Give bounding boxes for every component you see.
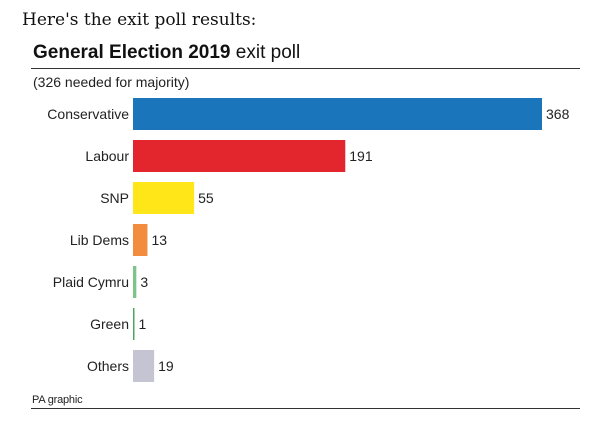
category-label: Green [90, 316, 129, 332]
source-credit: PA graphic [32, 394, 83, 406]
category-label: Lib Dems [70, 232, 129, 248]
category-label: Labour [85, 148, 129, 164]
value-label: 1 [139, 316, 147, 332]
bar-plaid-cymru [133, 266, 137, 298]
bar-lib-dems [133, 224, 148, 256]
category-label: Conservative [47, 106, 129, 122]
value-label: 19 [158, 358, 174, 374]
bar-others [133, 350, 155, 382]
value-label: 55 [198, 190, 214, 206]
value-label: 3 [140, 274, 148, 290]
chart-title-bold: General Election 2019 [33, 42, 231, 63]
bar-snp [133, 182, 195, 214]
category-label: Plaid Cymru [53, 274, 129, 290]
value-label: 191 [349, 148, 373, 164]
category-label: SNP [100, 190, 129, 206]
value-label: 368 [546, 106, 570, 122]
chart-title-rest: exit poll [230, 42, 301, 63]
bar-conservative [133, 98, 542, 130]
value-label: 13 [151, 232, 167, 248]
bar-labour [133, 140, 346, 172]
bar-green [133, 308, 135, 340]
category-label: Others [87, 358, 129, 374]
chart-subtitle: (326 needed for majority) [33, 74, 190, 90]
bottom-divider [31, 408, 580, 409]
top-divider [31, 68, 580, 69]
intro-text: Here's the exit poll results: [22, 10, 257, 30]
chart-title: General Election 2019 exit poll [33, 42, 300, 64]
